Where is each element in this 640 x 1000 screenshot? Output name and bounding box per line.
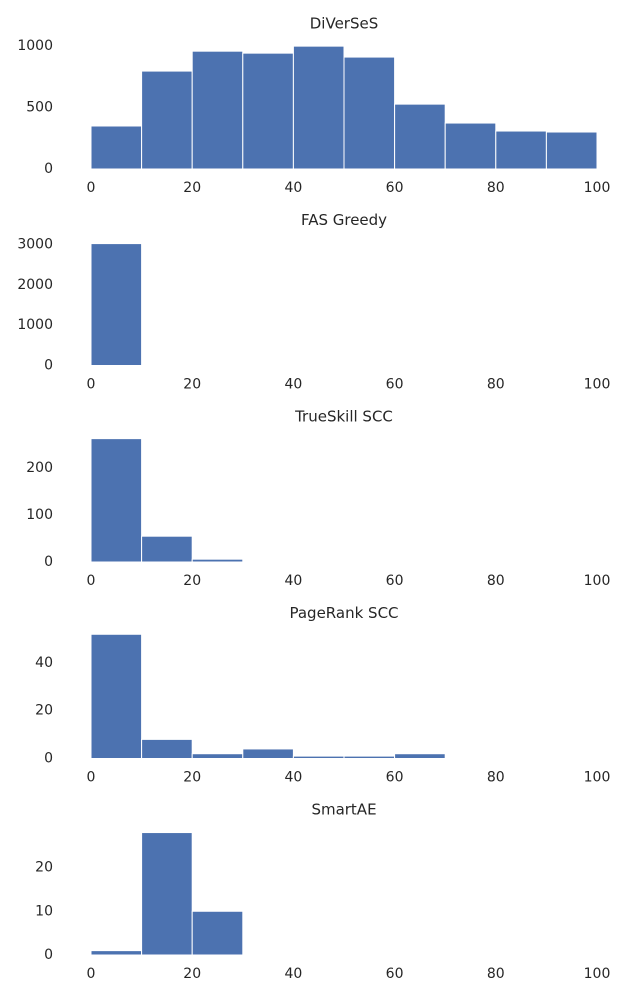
y-tick-label: 200 [26,460,53,476]
x-tick-label: 40 [284,180,302,196]
y-tick-label: 500 [26,100,53,116]
x-tick-label: 0 [87,377,96,393]
bar [141,535,193,563]
bar [191,50,244,170]
y-tick-label: 0 [44,161,53,177]
x-tick-label: 60 [386,770,404,786]
y-tick-label: 10 [35,903,53,919]
x-tick-label: 60 [386,573,404,589]
x-tick-label: 40 [284,966,302,982]
x-tick-label: 60 [386,377,404,393]
x-tick-label: 0 [87,770,96,786]
x-tick-label: 0 [87,180,96,196]
bar [90,243,143,366]
y-tick-label: 2000 [17,277,53,293]
x-tick-label: 100 [584,573,611,589]
chart-title: TrueSkill SCC [294,408,393,426]
chart-title: DiVerSeS [310,15,378,33]
chart-title: SmartAE [311,801,376,819]
x-tick-label: 40 [284,573,302,589]
y-tick-label: 20 [35,703,53,719]
bar [343,755,396,759]
x-tick-label: 20 [183,966,201,982]
x-tick-label: 80 [487,966,505,982]
bar [191,558,244,563]
bar [141,832,193,956]
bar [545,131,598,170]
bar [495,130,547,170]
x-tick-label: 100 [584,180,611,196]
x-tick-label: 20 [183,180,201,196]
bar [141,70,193,170]
y-tick-label: 1000 [17,38,53,54]
x-tick-label: 100 [584,377,611,393]
y-tick-label: 0 [44,751,53,767]
y-tick-label: 3000 [17,237,53,253]
y-tick-label: 0 [44,358,53,374]
bar [141,738,193,760]
x-tick-label: 20 [183,377,201,393]
y-tick-label: 1000 [17,317,53,333]
x-tick-label: 80 [487,573,505,589]
y-tick-label: 40 [35,655,53,671]
bar [394,103,446,170]
x-tick-label: 0 [87,573,96,589]
x-tick-label: 40 [284,377,302,393]
bar [343,56,396,170]
x-tick-label: 80 [487,180,505,196]
bar [394,753,446,760]
bar [292,755,345,759]
bar [191,910,244,956]
chart-title: PageRank SCC [289,604,398,622]
bar [90,125,143,170]
y-tick-label: 100 [26,507,53,523]
x-tick-label: 60 [386,180,404,196]
bar [90,633,143,759]
bar [191,753,244,760]
bar [292,45,345,170]
x-tick-label: 80 [487,770,505,786]
x-tick-label: 40 [284,770,302,786]
x-tick-label: 60 [386,966,404,982]
x-tick-label: 0 [87,966,96,982]
bar [242,52,294,170]
bar [90,438,143,563]
y-tick-label: 20 [35,860,53,876]
bar [444,122,497,170]
y-tick-label: 0 [44,947,53,963]
chart-title: FAS Greedy [301,211,387,229]
x-tick-label: 20 [183,573,201,589]
x-tick-label: 100 [584,770,611,786]
x-tick-label: 100 [584,966,611,982]
x-tick-label: 20 [183,770,201,786]
bar [90,950,143,956]
y-tick-label: 0 [44,554,53,570]
bar [242,748,294,760]
x-tick-label: 80 [487,377,505,393]
